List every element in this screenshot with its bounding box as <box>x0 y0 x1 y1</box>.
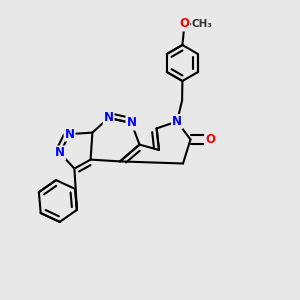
Text: N: N <box>172 115 182 128</box>
Text: N: N <box>126 116 136 130</box>
Text: N: N <box>64 128 75 141</box>
Text: N: N <box>55 146 65 160</box>
Text: N: N <box>103 111 114 124</box>
Text: O: O <box>179 17 190 31</box>
Text: CH₃: CH₃ <box>192 19 213 29</box>
Text: O: O <box>205 133 215 146</box>
